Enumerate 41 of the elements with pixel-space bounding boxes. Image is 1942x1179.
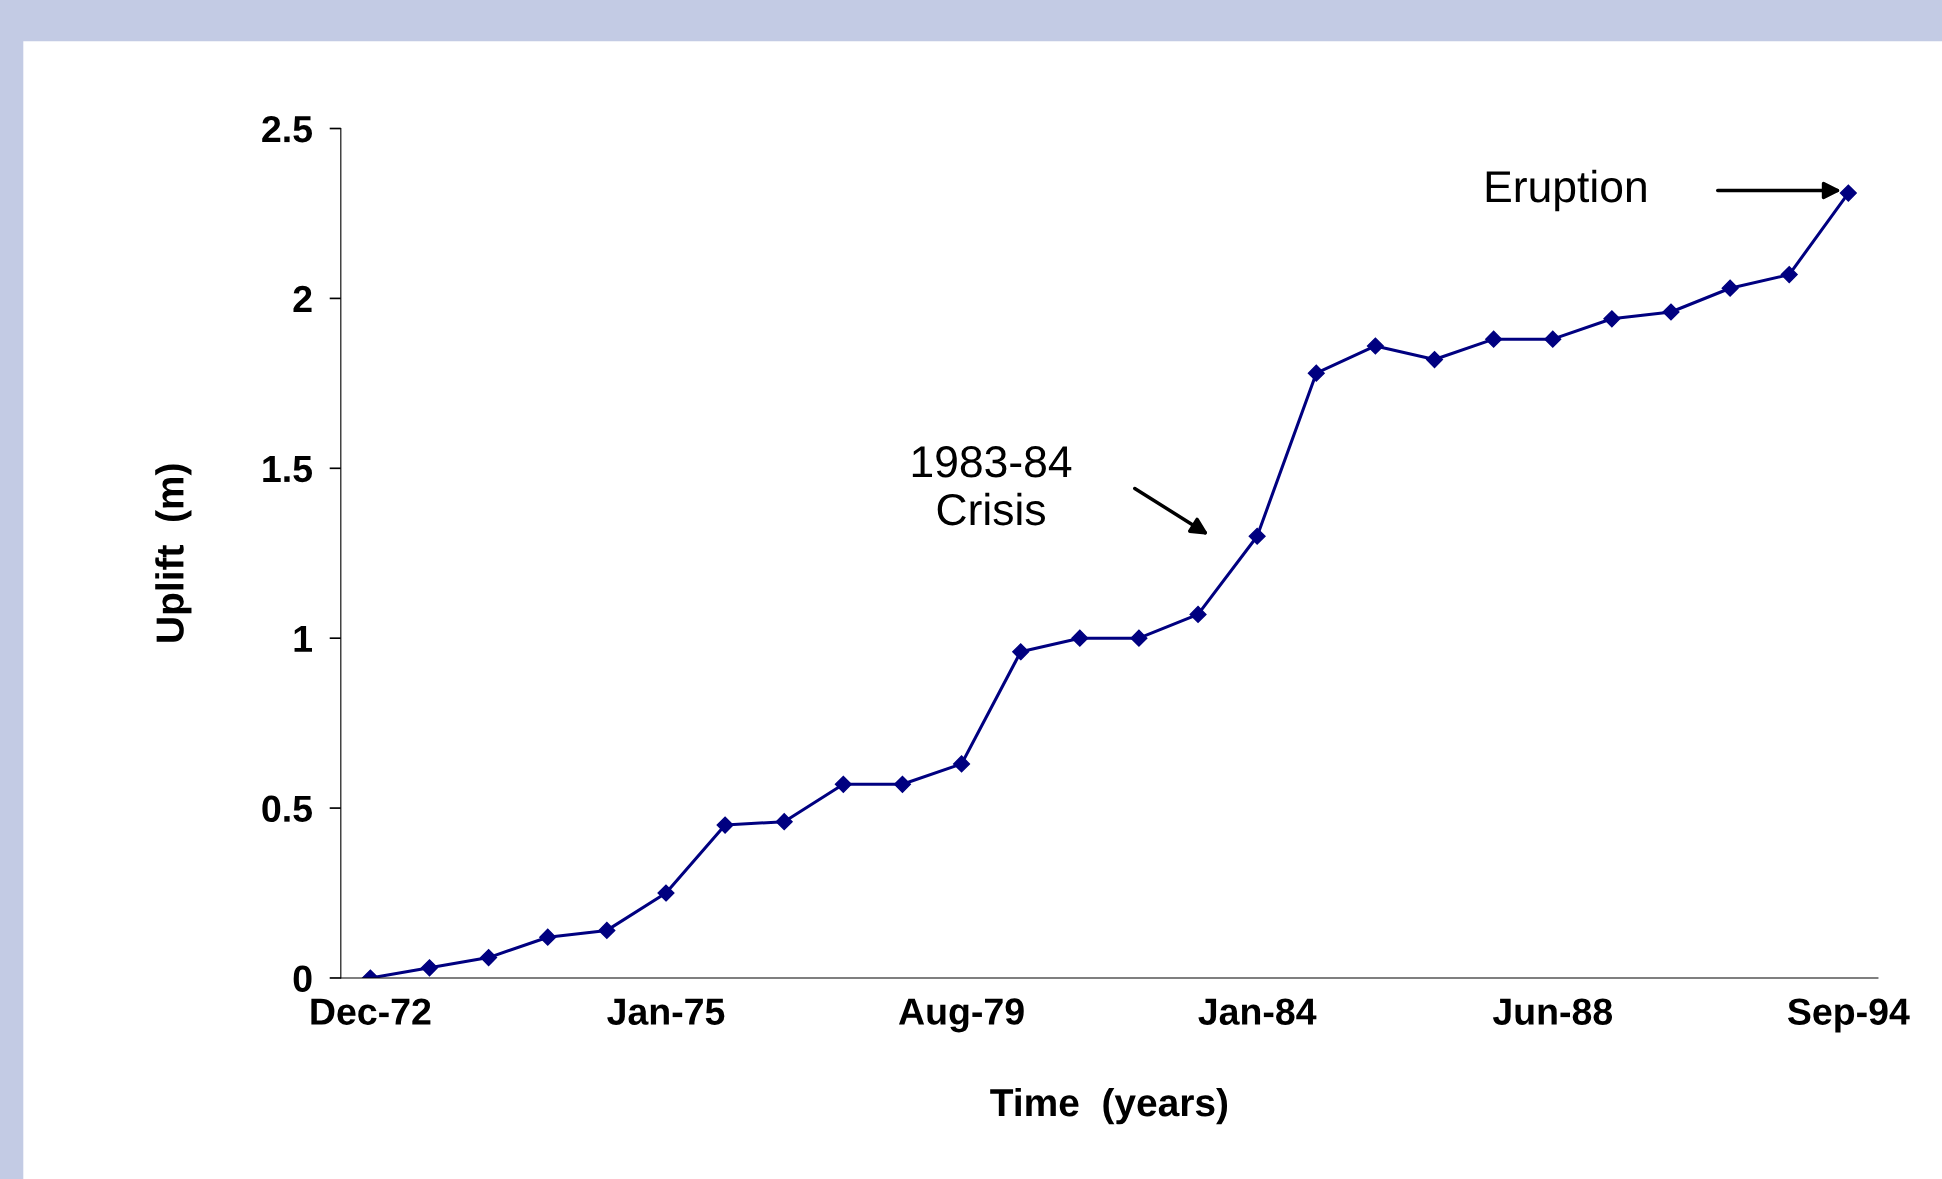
- point: [1721, 279, 1739, 297]
- point: [1189, 605, 1207, 623]
- point: [420, 959, 439, 977]
- point: [834, 775, 852, 793]
- point: [1485, 330, 1503, 348]
- point: [1307, 364, 1325, 382]
- point: [775, 813, 793, 831]
- point: [1425, 351, 1444, 369]
- x-tick-label: Sep-94: [1787, 998, 1910, 1033]
- point: [716, 816, 734, 834]
- point: [657, 884, 675, 902]
- y-tick-label: 2.5: [262, 115, 312, 143]
- annotation: Eruption: [1486, 169, 1646, 212]
- x-axis-title: Time (years): [990, 1087, 1228, 1125]
- point: [1012, 643, 1030, 661]
- point: [1248, 527, 1266, 545]
- point: [1130, 629, 1148, 647]
- x-tick-label: Aug-79: [898, 998, 1024, 1033]
- annotation: 1983-84 Crisis: [912, 446, 1072, 526]
- x-tick-label: Jun-88: [1492, 998, 1613, 1025]
- y-tick-label: 0.5: [262, 795, 312, 823]
- point: [1366, 337, 1384, 355]
- point: [1071, 629, 1089, 647]
- y-tick-label: 0: [293, 965, 312, 992]
- point: [953, 755, 971, 773]
- point: [480, 949, 498, 967]
- point: [1780, 266, 1798, 284]
- point: [1662, 303, 1680, 321]
- y-tick-label: 2: [293, 285, 312, 312]
- point: [893, 775, 912, 793]
- y-tick-label: 1.5: [263, 456, 312, 483]
- y-tick-label: 1: [294, 625, 312, 652]
- point: [539, 928, 557, 946]
- point: [598, 921, 616, 939]
- x-tick-label: Jan-84: [1198, 998, 1317, 1025]
- point: [1839, 184, 1857, 202]
- x-tick-label: Dec-72: [311, 998, 431, 1025]
- point: [1603, 310, 1621, 328]
- point: [1544, 330, 1562, 348]
- y-axis-title: Uplift (m): [155, 464, 192, 642]
- x-tick-label: Jan-75: [607, 998, 725, 1025]
